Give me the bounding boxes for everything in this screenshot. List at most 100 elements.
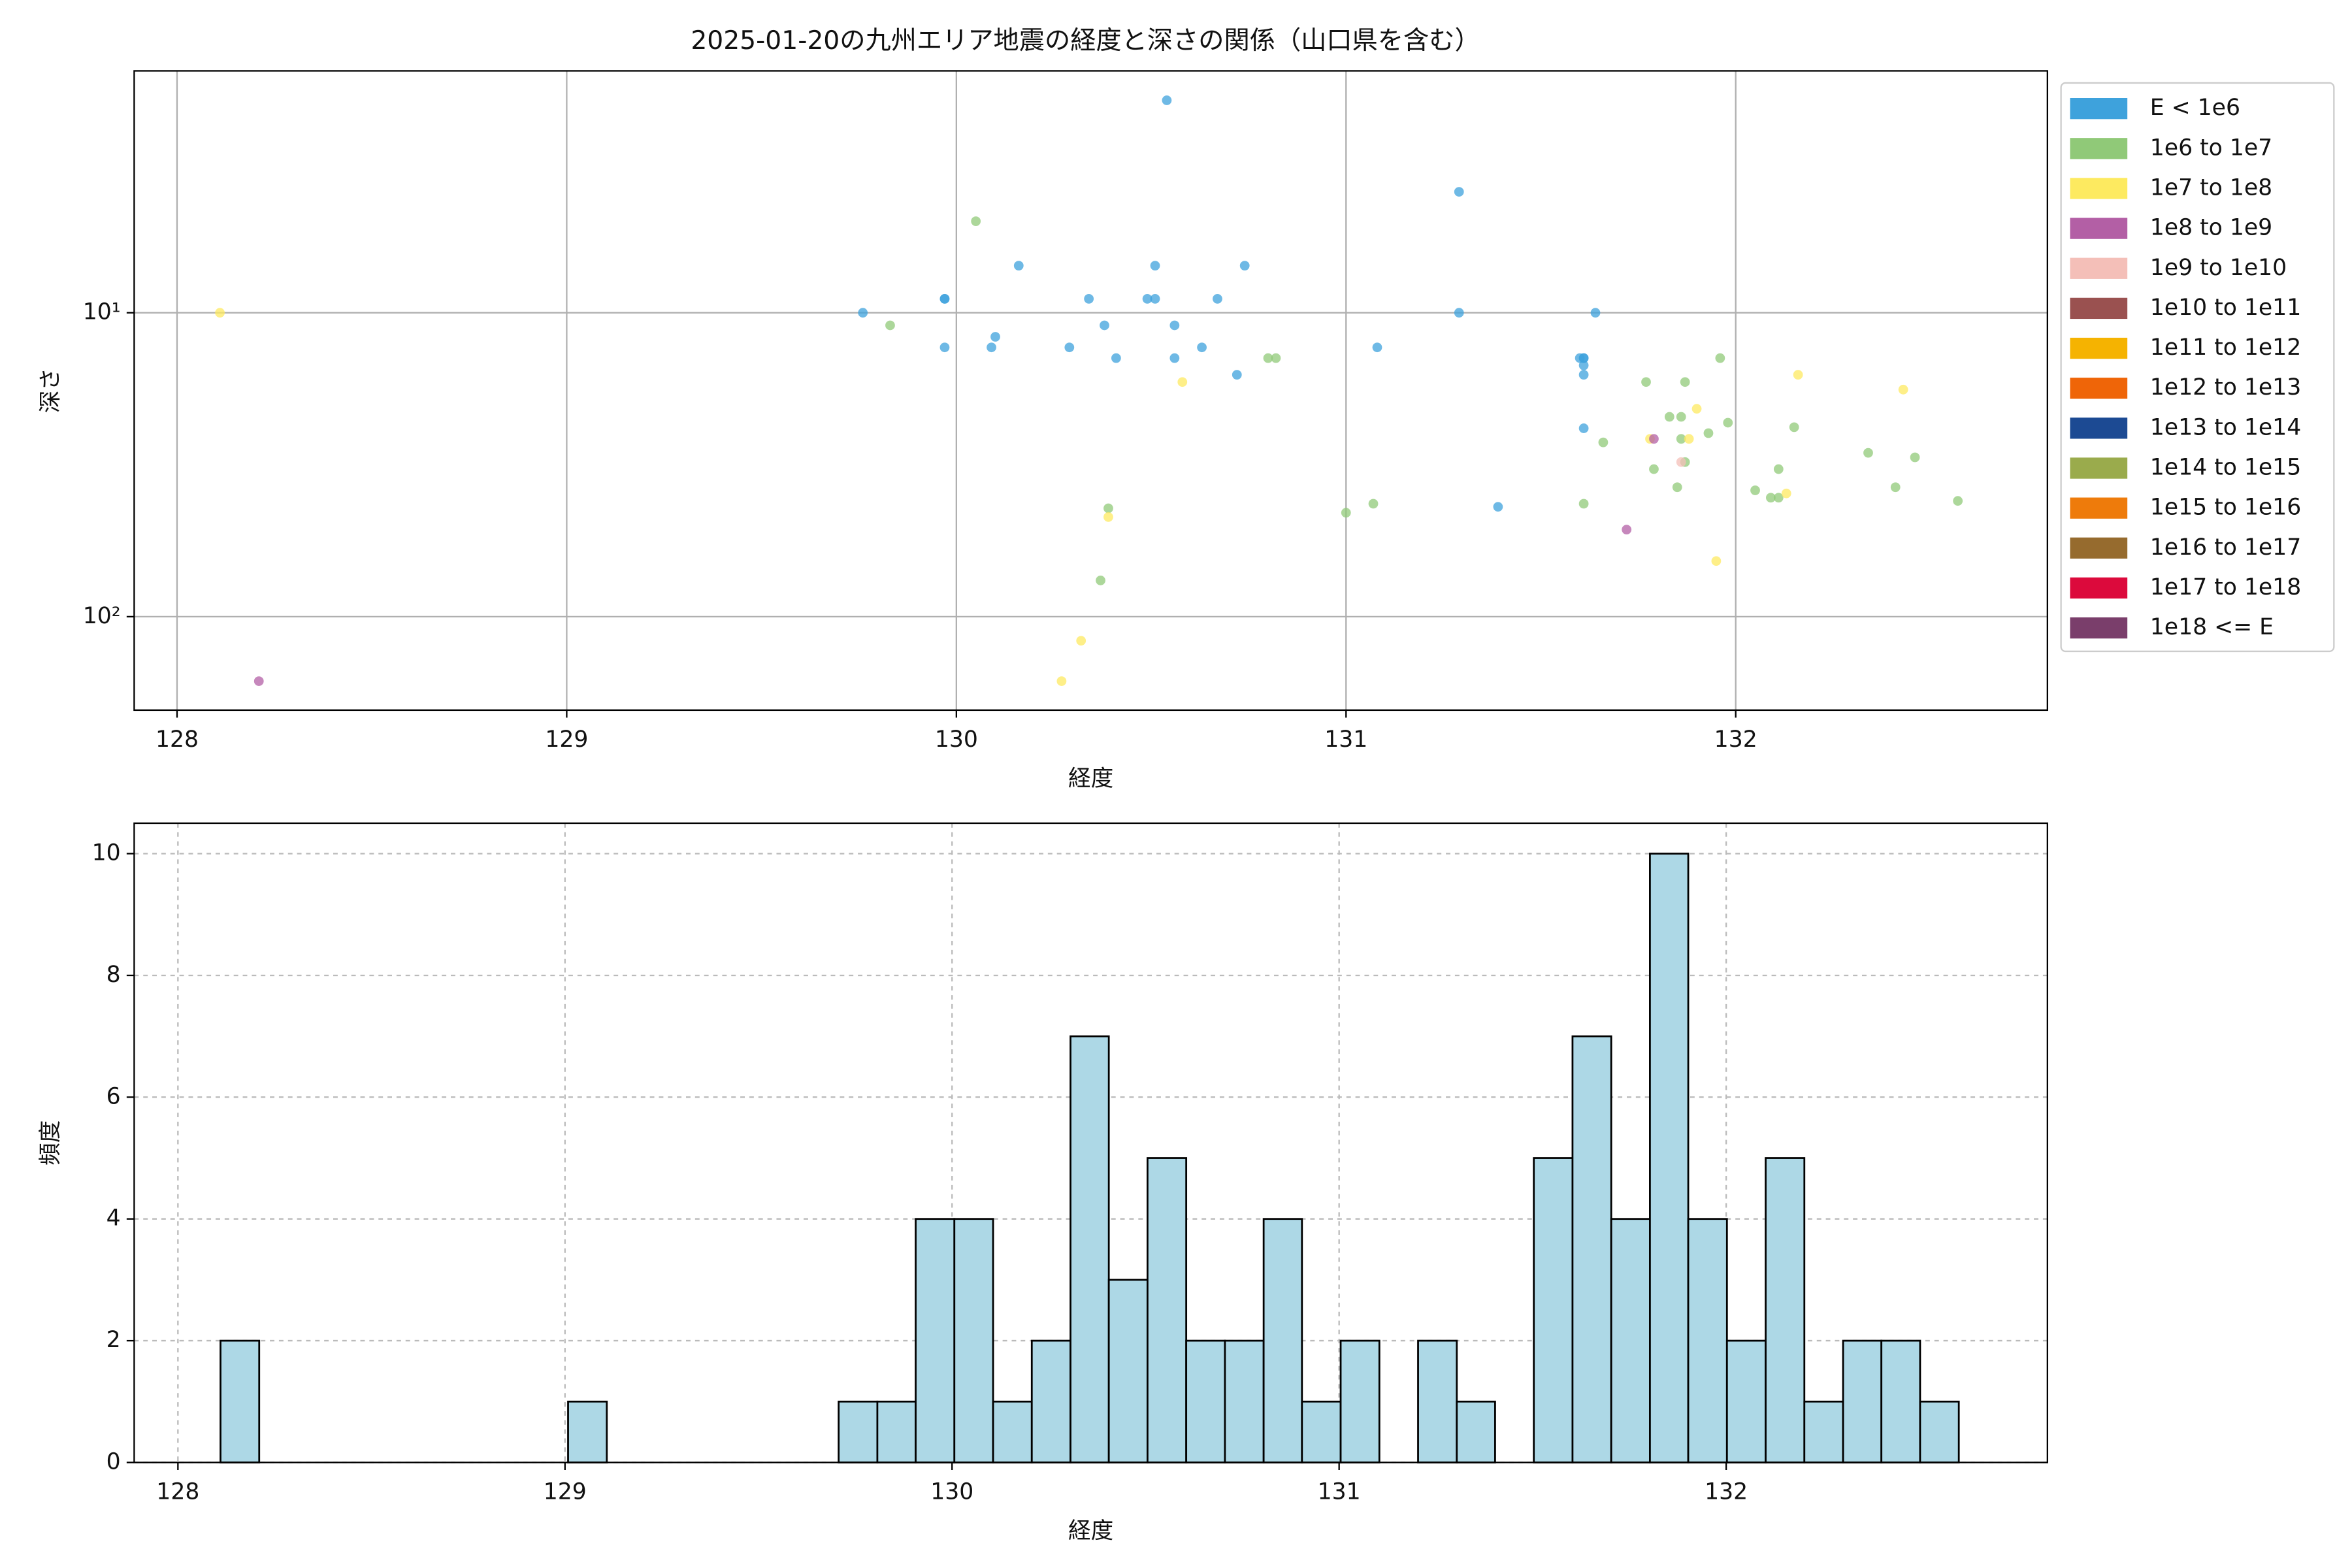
x-tick-label: 129 bbox=[545, 727, 588, 753]
legend-label: 1e15 to 1e16 bbox=[2150, 495, 2301, 521]
scatter-point bbox=[1691, 404, 1702, 414]
histogram-bar bbox=[1147, 1157, 1188, 1463]
legend-label: 1e13 to 1e14 bbox=[2150, 414, 2301, 440]
y-tick-label: 0 bbox=[106, 1448, 121, 1475]
scatter-point bbox=[1177, 377, 1188, 387]
scatter-point bbox=[1890, 482, 1901, 493]
scatter-point bbox=[1084, 294, 1094, 304]
x-tick-label: 129 bbox=[544, 1479, 587, 1505]
legend-swatch bbox=[2070, 138, 2128, 159]
scatter-point bbox=[1150, 294, 1160, 304]
histogram-bar bbox=[1030, 1339, 1071, 1463]
histogram-bar bbox=[1687, 1218, 1728, 1463]
scatter-point bbox=[1676, 434, 1686, 444]
scatter-point bbox=[1649, 464, 1659, 474]
legend-swatch bbox=[2070, 457, 2128, 479]
histogram-bar bbox=[1301, 1400, 1342, 1463]
scatter-point bbox=[1578, 360, 1589, 370]
scatter-point bbox=[987, 342, 996, 353]
scatter-point bbox=[1676, 412, 1686, 422]
scatter-point bbox=[1703, 428, 1714, 438]
legend-swatch bbox=[2070, 417, 2128, 439]
scatter-point bbox=[1578, 353, 1589, 363]
histogram-bar bbox=[1456, 1400, 1496, 1463]
scatter-point bbox=[1150, 261, 1160, 271]
scatter-point bbox=[1578, 370, 1589, 380]
scatter-point bbox=[1863, 448, 1873, 458]
scatter-point bbox=[1773, 493, 1784, 503]
histogram-bar bbox=[1880, 1339, 1921, 1463]
scatter-point bbox=[1680, 377, 1690, 387]
x-tick-label: 130 bbox=[930, 1479, 973, 1505]
scatter-point bbox=[990, 332, 1000, 342]
histogram-bar bbox=[1339, 1339, 1380, 1463]
x-tick-label: 128 bbox=[156, 1479, 199, 1505]
scatter-point bbox=[939, 342, 950, 353]
legend-label: 1e14 to 1e15 bbox=[2150, 455, 2301, 481]
scatter-point bbox=[1578, 423, 1589, 433]
histogram-bar bbox=[1107, 1279, 1149, 1463]
x-tick-label: 132 bbox=[1705, 1479, 1748, 1505]
legend-swatch bbox=[2070, 297, 2128, 319]
histogram-bar bbox=[1765, 1157, 1806, 1463]
legend-swatch bbox=[2070, 497, 2128, 519]
y-tick-label: 10 bbox=[92, 840, 121, 866]
scatter-point bbox=[1789, 422, 1799, 433]
scatter-point bbox=[1684, 434, 1694, 444]
y-tick-label: 10² bbox=[83, 603, 121, 629]
scatter-point bbox=[1103, 503, 1113, 514]
histogram-bar bbox=[1533, 1157, 1574, 1463]
histogram-bar bbox=[876, 1400, 917, 1463]
scatter-point bbox=[1056, 676, 1067, 686]
scatter-point bbox=[1064, 342, 1075, 353]
histogram-bar bbox=[1803, 1400, 1844, 1463]
x-tick-label: 132 bbox=[1714, 727, 1757, 753]
x-axis-label: 経度 bbox=[1068, 1518, 1113, 1544]
x-tick-label: 128 bbox=[155, 727, 199, 753]
chart-title: 2025-01-20の九州エリア地震の経度と深さの関係（山口県を含む） bbox=[691, 26, 1480, 56]
scatter-point bbox=[1239, 261, 1250, 271]
legend-swatch bbox=[2070, 98, 2128, 120]
scatter-point bbox=[858, 308, 868, 318]
histogram-bar bbox=[1185, 1339, 1226, 1463]
y-tick-label: 8 bbox=[106, 962, 121, 988]
histogram-bar bbox=[1571, 1035, 1612, 1463]
y-axis-label: 頻度 bbox=[37, 1120, 63, 1166]
legend-label: 1e9 to 1e10 bbox=[2150, 255, 2287, 281]
legend-label: E < 1e6 bbox=[2150, 95, 2240, 121]
scatter-point bbox=[1454, 187, 1464, 197]
scatter-point bbox=[1898, 384, 1908, 395]
scatter-point bbox=[1169, 353, 1180, 363]
y-tick-label: 10¹ bbox=[83, 299, 121, 325]
x-tick-label: 131 bbox=[1324, 727, 1367, 753]
scatter-point bbox=[1372, 342, 1382, 353]
scatter-point bbox=[1197, 342, 1207, 353]
scatter-point bbox=[1076, 636, 1086, 646]
scatter-point bbox=[1271, 353, 1281, 363]
x-tick-label: 130 bbox=[935, 727, 978, 753]
scatter-point bbox=[1263, 353, 1273, 363]
legend-swatch bbox=[2070, 257, 2128, 279]
scatter-point bbox=[1142, 294, 1152, 304]
scatter-point bbox=[1493, 502, 1503, 512]
legend-label: 1e11 to 1e12 bbox=[2150, 335, 2301, 361]
histogram-bar bbox=[992, 1400, 1033, 1463]
histogram-bar bbox=[1842, 1339, 1883, 1463]
scatter-point bbox=[1590, 308, 1601, 318]
scatter-point bbox=[1162, 95, 1172, 105]
histogram-bar bbox=[1070, 1035, 1110, 1463]
histogram-bar bbox=[915, 1218, 956, 1463]
axes-frame bbox=[133, 70, 2048, 711]
scatter-point bbox=[1676, 457, 1686, 467]
y-tick-label: 2 bbox=[106, 1327, 121, 1353]
scatter-point bbox=[1715, 353, 1725, 363]
scatter-point bbox=[1723, 417, 1733, 428]
y-axis-label: 深さ bbox=[37, 368, 63, 413]
scatter-point bbox=[1793, 370, 1803, 380]
histogram-bar bbox=[953, 1218, 994, 1463]
histogram-bar bbox=[1417, 1339, 1458, 1463]
y-tick-label: 4 bbox=[106, 1205, 121, 1232]
scatter-point bbox=[1341, 508, 1351, 518]
legend-label: 1e8 to 1e9 bbox=[2150, 215, 2272, 241]
histogram-bar bbox=[1610, 1218, 1651, 1463]
